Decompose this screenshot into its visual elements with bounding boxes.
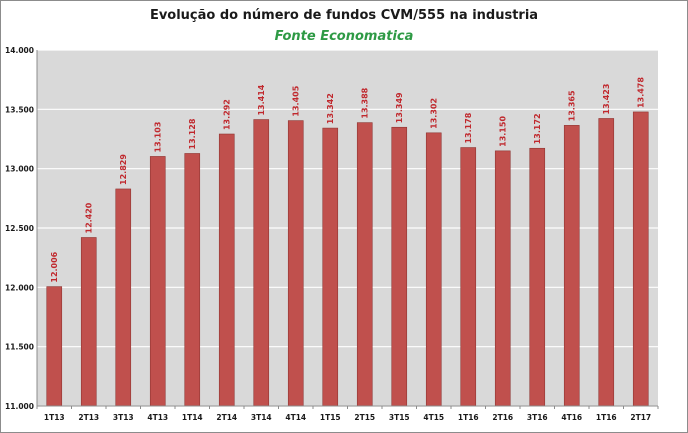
bar: [322, 127, 339, 407]
x-tick-label: 3T15: [389, 413, 410, 422]
bar: [494, 150, 511, 407]
data-label: 13.414: [257, 84, 266, 115]
y-tick-label: 11.000: [5, 402, 34, 411]
bar: [563, 125, 580, 407]
bar: [80, 237, 97, 407]
y-tick-label: 12.500: [5, 224, 34, 233]
x-tick-label: 4T15: [423, 413, 444, 422]
y-tick-label: 11.500: [5, 343, 34, 352]
data-labels: 12.006 12.420 12.829 13.103 13.128 13.292 13.4…: [50, 77, 646, 283]
data-label: 13.150: [499, 116, 508, 147]
bar: [425, 132, 442, 407]
data-label: 13.172: [533, 113, 542, 144]
bar: [115, 188, 132, 407]
x-tick-label: 3T14: [251, 413, 272, 422]
x-tick-label: 1T16: [458, 413, 479, 422]
x-tick-label: 3T16: [527, 413, 548, 422]
bar: [632, 111, 649, 407]
data-label: 13.302: [430, 98, 439, 129]
bar: [460, 147, 477, 407]
y-tick-label: 12.000: [5, 283, 34, 292]
x-tick-label: 1T16: [596, 413, 617, 422]
x-tick-label: 2T17: [630, 413, 651, 422]
y-tick-label: 13.000: [5, 165, 34, 174]
data-label: 13.292: [223, 99, 232, 130]
data-label: 13.178: [464, 112, 473, 143]
x-tick-label: 1T14: [182, 413, 203, 422]
bar-series: [46, 111, 649, 407]
data-label: 13.365: [568, 90, 577, 121]
data-label: 13.405: [292, 85, 301, 116]
x-tick-label: 4T13: [147, 413, 168, 422]
bar: [287, 120, 304, 407]
bar: [218, 133, 235, 407]
chart-title: Evolução do número de fundos CVM/555 na …: [149, 8, 539, 23]
chart-subtitle: Fonte Economatica: [274, 29, 414, 44]
x-tick-label: 2T14: [216, 413, 237, 422]
data-label: 13.342: [326, 93, 335, 124]
data-label: 12.420: [85, 202, 94, 233]
bar: [46, 286, 63, 407]
x-tick-label: 1T15: [320, 413, 341, 422]
x-tick-label: 2T15: [354, 413, 375, 422]
x-tick-label: 4T16: [561, 413, 582, 422]
bar: [356, 122, 373, 407]
data-label: 13.349: [395, 92, 404, 123]
bar: [253, 119, 270, 407]
bar: [529, 147, 546, 407]
data-label: 13.388: [361, 87, 370, 118]
data-label: 13.423: [602, 84, 611, 115]
bar: [149, 156, 166, 407]
data-label: 12.006: [50, 251, 59, 282]
x-tick-label: 4T14: [285, 413, 306, 422]
data-label: 13.128: [188, 118, 197, 149]
y-tick-label: 14.000: [5, 46, 34, 55]
bar: [391, 126, 408, 407]
bar: [598, 118, 615, 407]
data-label: 13.478: [637, 77, 646, 108]
y-tick-label: 13.500: [5, 105, 34, 114]
x-tick-label: 2T13: [78, 413, 99, 422]
x-axis: 1T13 2T13 3T13 4T13 1T14 2T14 3T14 4T14 1T15 2T15…: [36, 406, 659, 422]
x-tick-label: 3T13: [113, 413, 134, 422]
data-label: 12.829: [119, 154, 128, 185]
data-label: 13.103: [154, 122, 163, 153]
bar: [184, 153, 201, 407]
x-tick-label: 2T16: [492, 413, 513, 422]
x-tick-label: 1T13: [44, 413, 65, 422]
